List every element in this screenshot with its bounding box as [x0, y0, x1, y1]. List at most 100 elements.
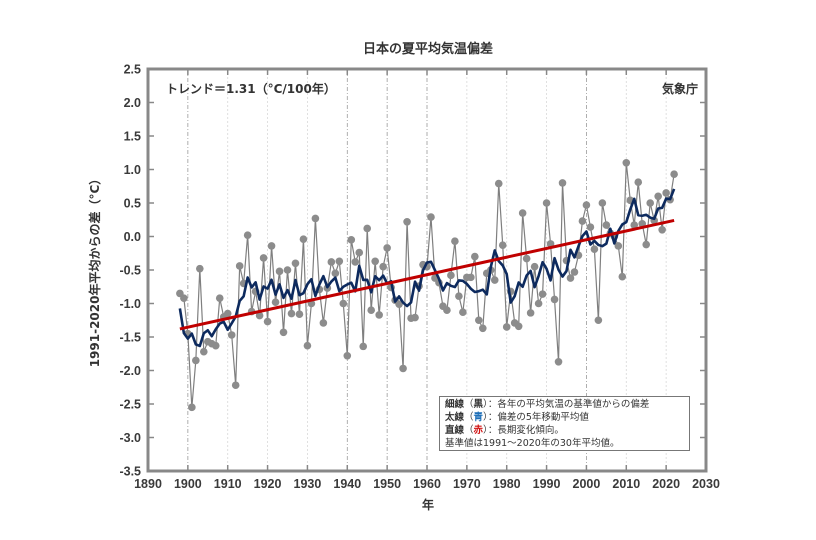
annual-anomaly-markers	[176, 159, 678, 412]
annual-anomaly-point	[399, 364, 407, 373]
legend-text: ：長期変化傾向。	[487, 425, 564, 436]
annual-anomaly-point	[411, 313, 419, 322]
annual-anomaly-point	[371, 257, 379, 266]
annual-anomaly-point	[180, 294, 188, 302]
chart-title: 日本の夏平均気温偏差	[363, 41, 493, 57]
annual-anomaly-point	[459, 308, 467, 317]
annual-anomaly-point	[518, 209, 527, 217]
x-tick-label: 1910	[214, 477, 242, 491]
y-tick-label: 0.0	[124, 230, 141, 244]
annual-anomaly-point	[319, 319, 328, 327]
annual-anomaly-point	[554, 357, 563, 366]
annual-anomaly-point	[447, 271, 455, 280]
x-tick-label: 2020	[652, 477, 680, 491]
legend-paren: （	[464, 412, 474, 423]
annual-anomaly-point	[586, 223, 595, 231]
legend-mark-blue: 青	[473, 412, 484, 423]
annual-anomaly-point	[566, 274, 575, 282]
legend: 細線（黒）：各年の平均気温の基準値からの偏差 太線（青）：偏差の5年移動平均値 …	[439, 396, 690, 451]
annual-anomaly-point	[578, 217, 587, 225]
annual-anomaly-point	[658, 226, 666, 234]
annual-anomaly-point	[343, 351, 352, 360]
legend-paren: （	[464, 425, 474, 436]
annual-anomaly-point	[642, 240, 651, 249]
annual-anomaly-point	[231, 381, 240, 390]
annual-anomaly-point	[451, 237, 459, 245]
annual-anomaly-point	[550, 295, 559, 304]
annual-anomaly-point	[443, 306, 451, 315]
annual-anomaly-point	[427, 213, 435, 221]
y-tick-labels: 2.5 2.0 1.5 1.0 0.5 0.0 -0.5 -1.0 -1.5 -2.0 -2.5 -3…	[119, 63, 141, 479]
annual-anomaly-point	[614, 242, 623, 250]
annual-anomaly-point	[602, 221, 611, 229]
y-tick-label: -1.5	[119, 331, 141, 345]
annual-anomaly-point	[295, 310, 304, 319]
x-tick-label: 1890	[134, 477, 162, 491]
y-tick-label: -3.0	[119, 431, 141, 445]
annual-anomaly-point	[339, 299, 348, 308]
annual-anomaly-point	[188, 403, 196, 412]
annual-anomaly-point	[475, 316, 483, 325]
legend-row-thick: 太線（青）：偏差の5年移動平均値	[445, 411, 689, 424]
annual-anomaly-point	[196, 264, 204, 273]
annual-anomaly-point	[622, 159, 631, 167]
annual-anomaly-point	[514, 322, 523, 331]
annual-anomaly-point	[494, 179, 503, 188]
annual-anomaly-point	[311, 214, 320, 223]
annual-anomaly-point	[490, 276, 499, 284]
legend-paren: ）	[483, 425, 488, 436]
annual-anomaly-point	[263, 317, 272, 326]
annual-anomaly-point	[630, 221, 639, 229]
annual-anomaly-point	[455, 292, 463, 300]
y-tick-label: 1.5	[124, 130, 141, 144]
annual-anomaly-point	[359, 342, 368, 351]
annual-anomaly-point	[255, 311, 264, 320]
source-annotation: 気象庁	[662, 81, 698, 96]
annual-anomaly-point	[291, 259, 300, 268]
annual-anomaly-point	[570, 268, 579, 276]
annual-anomaly-point	[654, 192, 662, 201]
moving-average-line	[178, 188, 676, 348]
y-tick-label: -2.5	[119, 398, 141, 412]
annual-anomaly-point	[590, 245, 599, 254]
legend-key: 直線	[445, 425, 465, 436]
legend-note: 基準値は1991〜2020年の30年平均値。	[445, 438, 620, 449]
annual-anomaly-point	[200, 347, 208, 356]
x-axis-label: 年	[422, 497, 434, 512]
annual-anomaly-point	[646, 199, 654, 207]
legend-row-trend: 直線（赤）：長期変化傾向。	[445, 424, 689, 437]
y-tick-label: -1.0	[119, 297, 141, 311]
annual-anomaly-point	[542, 199, 551, 207]
annual-anomaly-point	[355, 248, 364, 257]
annual-anomaly-point	[211, 341, 220, 350]
annual-anomaly-point	[375, 311, 383, 319]
x-tick-label: 1900	[174, 477, 202, 491]
annual-anomaly-point	[383, 244, 391, 252]
x-tick-label: 1920	[254, 477, 282, 491]
annual-anomaly-point	[299, 235, 308, 243]
legend-text: ：各年の平均気温の基準値からの偏差	[487, 399, 650, 410]
legend-mark-red: 赤	[473, 425, 484, 436]
legend-text: ：偏差の5年移動平均値	[487, 412, 589, 423]
x-tick-label: 1980	[493, 477, 521, 491]
x-tick-label: 1970	[453, 477, 481, 491]
legend-key: 太線	[445, 412, 465, 423]
annual-anomaly-point	[215, 294, 224, 302]
legend-paren: ）	[483, 412, 488, 423]
annual-anomaly-point	[594, 316, 603, 325]
y-tick-label: -0.5	[119, 264, 141, 278]
annual-anomaly-point	[303, 341, 312, 350]
y-tick-label: 1.0	[124, 163, 141, 177]
y-tick-label: 0.5	[124, 197, 141, 211]
annual-anomaly-point	[526, 309, 535, 317]
annual-anomaly-point	[538, 290, 547, 298]
y-tick-label: -3.5	[119, 465, 141, 479]
x-tick-label: 2000	[573, 477, 601, 491]
annual-anomaly-point	[498, 241, 507, 250]
x-tick-label: 1990	[533, 477, 561, 491]
annual-anomaly-point	[347, 236, 356, 244]
annual-anomaly-point	[271, 298, 280, 306]
annual-anomaly-point	[335, 257, 344, 266]
annual-anomaly-point	[598, 199, 607, 207]
trend-line-series	[179, 218, 675, 331]
